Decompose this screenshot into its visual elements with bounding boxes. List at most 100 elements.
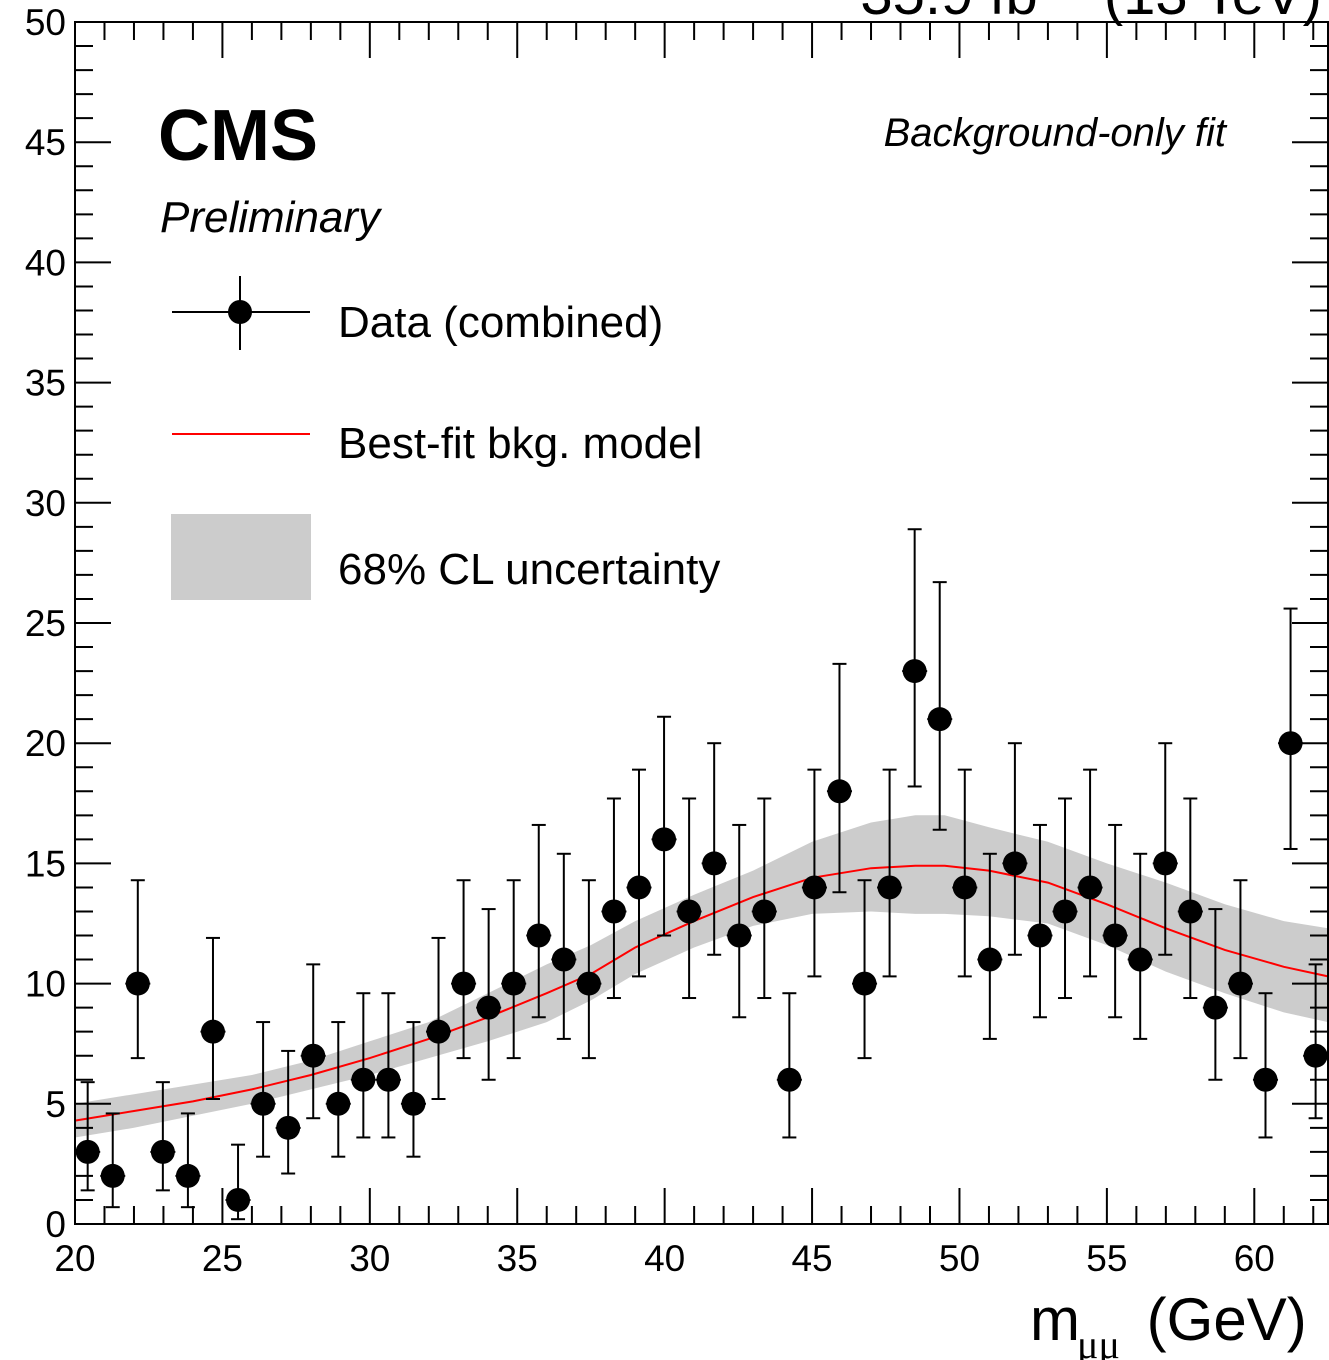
y-tick-label: 15 — [25, 843, 66, 884]
data-marker — [1002, 851, 1027, 876]
data-point — [526, 823, 552, 1019]
x-axis-title-unit: (GeV) — [1130, 1286, 1307, 1353]
data-point — [1227, 879, 1253, 1060]
data-point — [701, 742, 727, 956]
data-point — [175, 1112, 201, 1209]
axes-layer: 20 25 30 35 40 45 50 55 60 0 5 10 15 20 25 30 35 40 45 50 — [25, 2, 1329, 1279]
data-marker — [1228, 971, 1253, 996]
x-tick-label: 45 — [791, 1238, 832, 1279]
data-point — [601, 797, 627, 1000]
data-marker — [376, 1067, 401, 1092]
legend-band-swatch — [171, 514, 311, 600]
data-marker — [952, 875, 977, 900]
data-point — [300, 963, 326, 1120]
lumi-label: 35.9 fb⁻¹ (13 TeV) — [860, 0, 1322, 27]
legend-data-swatch — [172, 276, 310, 350]
data-point — [952, 768, 978, 978]
y-tick-label: 50 — [25, 2, 66, 43]
x-tick-label: 40 — [644, 1238, 685, 1279]
data-point — [275, 1049, 301, 1175]
y-tick-label: 0 — [45, 1204, 66, 1245]
data-point — [1077, 768, 1103, 978]
data-marker — [150, 1139, 175, 1164]
data-marker — [251, 1091, 276, 1116]
data-marker — [1078, 875, 1103, 900]
data-marker — [1053, 899, 1078, 924]
data-point — [451, 879, 477, 1060]
x-tick-label: 60 — [1234, 1238, 1275, 1279]
data-marker — [677, 899, 702, 924]
data-marker — [626, 875, 651, 900]
y-tick-label: 20 — [25, 723, 66, 764]
data-point — [100, 1112, 126, 1209]
y-tick-label: 35 — [25, 363, 66, 404]
data-point — [425, 936, 452, 1100]
data-point — [801, 768, 827, 978]
data-point — [375, 992, 401, 1139]
legend-label-band: 68% CL uncertainty — [338, 545, 720, 594]
x-tick-label: 20 — [54, 1238, 95, 1279]
data-point — [1052, 797, 1078, 1000]
data-marker — [326, 1091, 351, 1116]
data-marker — [426, 1019, 451, 1044]
data-point — [776, 992, 802, 1139]
y-tick-label: 40 — [25, 242, 66, 283]
data-marker — [977, 947, 1002, 972]
data-point — [250, 1021, 276, 1158]
x-tick-label: 35 — [497, 1238, 538, 1279]
data-point — [1127, 852, 1153, 1040]
data-point — [852, 879, 878, 1060]
data-point — [751, 797, 777, 1000]
data-point — [877, 768, 903, 978]
x-axis-title-sub: μμ — [1077, 1322, 1120, 1360]
data-marker — [802, 875, 827, 900]
data-point — [651, 715, 677, 937]
data-point — [676, 797, 702, 1000]
data-point — [150, 1081, 176, 1192]
data-marker — [476, 995, 501, 1020]
data-marker — [1128, 947, 1153, 972]
data-point — [350, 992, 376, 1139]
data-point — [1152, 742, 1178, 956]
data-marker — [852, 971, 877, 996]
y-tick-label: 45 — [25, 122, 66, 163]
data-marker — [1253, 1067, 1278, 1092]
data-point — [551, 852, 577, 1040]
data-marker — [1153, 851, 1178, 876]
data-point — [1027, 823, 1053, 1019]
data-marker — [777, 1067, 802, 1092]
data-point — [726, 823, 752, 1019]
data-point — [225, 1143, 251, 1221]
data-point — [1002, 742, 1028, 956]
data-point — [125, 879, 151, 1060]
data-marker — [1103, 923, 1128, 948]
data-point — [902, 528, 928, 788]
data-marker — [301, 1043, 326, 1068]
data-marker — [752, 899, 777, 924]
data-marker — [827, 779, 852, 804]
data-marker — [526, 923, 551, 948]
y-tick-label: 25 — [25, 603, 66, 644]
data-marker — [351, 1067, 376, 1092]
x-tick-label: 50 — [939, 1238, 980, 1279]
x-tick-label: 25 — [202, 1238, 243, 1279]
y-tick-label: 30 — [25, 483, 66, 524]
data-point — [826, 662, 853, 894]
x-axis-title-main: m — [1030, 1286, 1080, 1353]
legend-label-data: Data (combined) — [338, 298, 663, 347]
data-point — [476, 908, 502, 1081]
data-marker — [927, 707, 952, 732]
data-marker — [276, 1115, 301, 1140]
data-marker — [401, 1091, 426, 1116]
x-axis-title: m μμ (GeV) — [1030, 1286, 1307, 1360]
data-point — [626, 768, 652, 978]
data-point — [927, 581, 953, 831]
status-label: Preliminary — [160, 193, 383, 242]
data-marker — [1278, 731, 1303, 756]
y-tick-label: 5 — [45, 1084, 66, 1125]
data-marker — [451, 971, 476, 996]
data-marker — [601, 899, 626, 924]
data-marker — [1203, 995, 1228, 1020]
data-marker — [576, 971, 601, 996]
